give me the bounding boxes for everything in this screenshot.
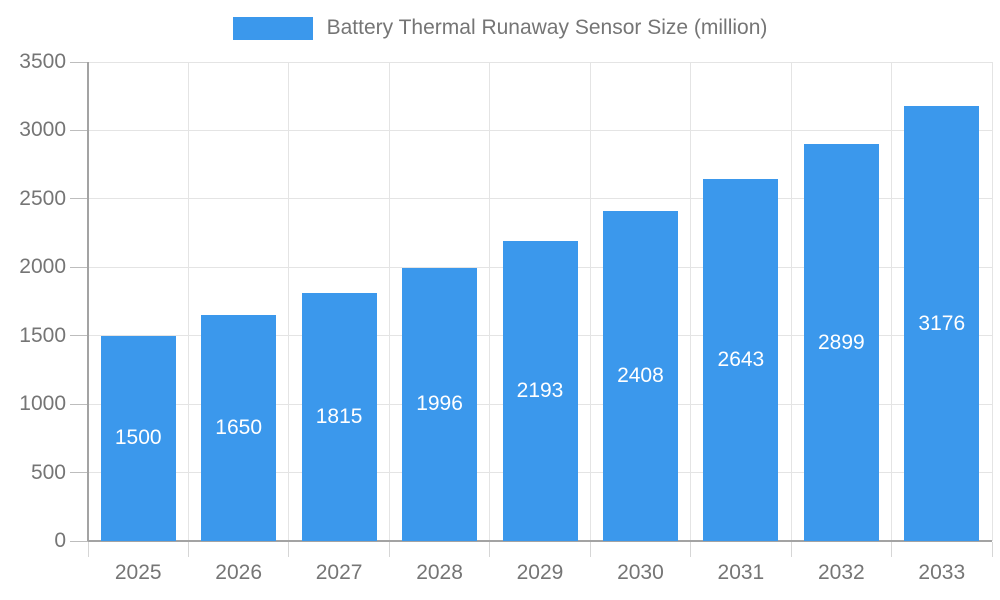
bar-value-label: 3176 [918,311,966,335]
x-axis-tick [87,542,89,557]
bar[interactable] [301,292,377,541]
y-axis-tick [70,129,88,131]
bar-value-label: 2643 [717,348,765,372]
x-axis-tick-label: 2027 [315,561,363,584]
bar-value-label: 1650 [215,416,263,440]
y-axis-tick-label: 3000 [19,118,66,142]
bar-value-label: 2193 [516,378,564,402]
v-gridline [489,62,491,541]
x-axis-tick [187,542,189,557]
bar-value-label: 1815 [315,404,363,428]
x-axis-tick [489,542,491,557]
bar[interactable] [201,315,277,541]
x-axis-tick [690,542,692,557]
legend[interactable]: Battery Thermal Runaway Sensor Size (mil… [0,16,1000,40]
bar[interactable] [803,144,879,541]
x-axis-tick-label: 2025 [114,561,162,584]
y-axis-tick-label: 3500 [19,50,66,73]
bar-value-label: 1500 [114,426,162,450]
x-axis-tick-label: 2026 [215,561,263,584]
bar-value-label: 2899 [817,330,865,354]
v-gridline [589,62,591,541]
bar-value-label: 1996 [416,392,463,416]
x-axis-tick-label: 2028 [416,561,463,584]
bar[interactable] [402,267,478,541]
bar[interactable] [100,335,176,541]
x-axis-tick [991,542,993,557]
y-axis-tick-label: 500 [30,460,66,484]
v-gridline [187,62,189,541]
y-axis-tick [70,472,88,474]
bar[interactable] [502,240,578,541]
x-axis-tick-label: 2029 [516,561,564,584]
v-gridline [388,62,390,541]
bar[interactable] [703,179,779,541]
x-axis-tick [891,542,893,557]
y-axis-tick [70,540,88,542]
v-gridline [790,62,792,541]
v-gridline [690,62,692,541]
y-axis-tick-label: 1500 [19,323,66,347]
bar-value-label: 2408 [617,364,664,388]
x-axis-tick-label: 2030 [617,561,664,584]
y-axis-tick [70,198,88,200]
y-axis-tick-label: 1000 [19,392,66,416]
legend-swatch [232,16,313,40]
x-axis-tick-label: 2032 [817,561,865,584]
x-axis-tick [589,542,591,557]
x-axis-line [88,540,992,542]
y-axis-tick-label: 0 [54,529,66,552]
h-gridline [88,61,992,63]
v-gridline [288,62,290,541]
y-axis-tick [70,266,88,268]
y-axis-tick [70,61,88,63]
x-axis-tick [388,542,390,557]
bar[interactable] [602,211,678,541]
h-gridline [88,129,992,131]
h-gridline [88,198,992,200]
y-axis-tick [70,335,88,337]
bar[interactable] [904,106,980,541]
x-axis-tick-label: 2031 [717,561,765,584]
y-axis-line [87,62,89,541]
y-axis-tick-label: 2000 [19,255,66,279]
y-axis-tick-label: 2500 [19,186,66,210]
x-axis-tick-label: 2033 [918,561,966,584]
x-axis-tick [790,542,792,557]
v-gridline [891,62,893,541]
v-gridline [991,62,993,541]
x-axis-tick [288,542,290,557]
legend-label: Battery Thermal Runaway Sensor Size (mil… [326,16,768,39]
y-axis-tick [70,403,88,405]
